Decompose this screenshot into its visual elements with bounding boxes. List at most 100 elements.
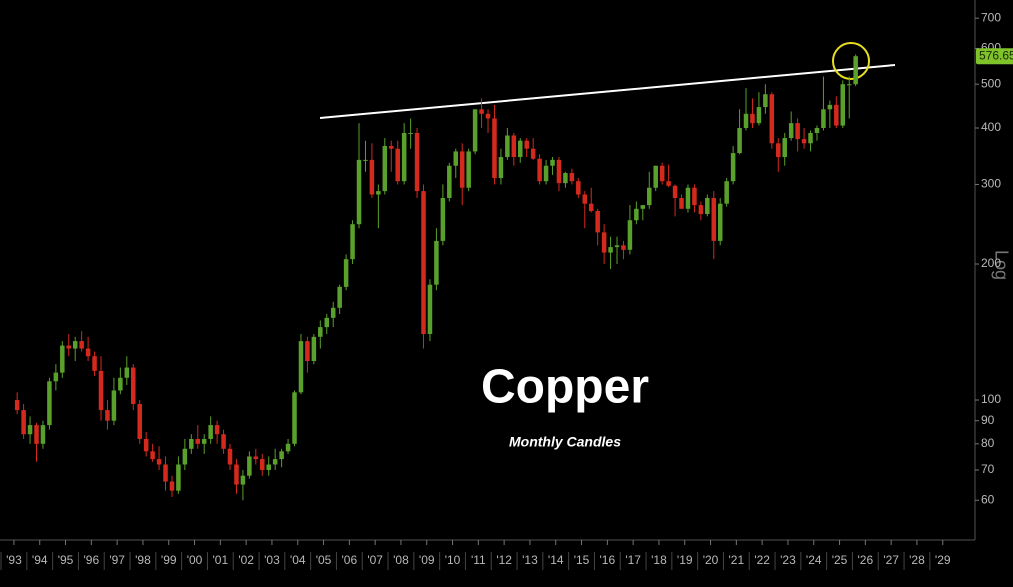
candle-body [85, 348, 91, 357]
x-tick-label: '00 [187, 553, 203, 567]
candle-body [53, 372, 59, 382]
candle-body [685, 187, 691, 209]
x-tick-label: '93 [6, 553, 22, 567]
candle-body [492, 118, 497, 179]
candle-body [189, 438, 194, 449]
x-tick-label: '24 [806, 553, 822, 567]
x-tick-label: '20 [703, 553, 719, 567]
candle-body [253, 456, 259, 460]
candle-body [788, 123, 794, 139]
candle-body [537, 158, 542, 182]
candle-body [692, 187, 697, 206]
x-tick-label: '01 [213, 553, 229, 567]
candle-body [705, 197, 710, 215]
candle-body [621, 245, 626, 250]
candle-body [47, 381, 52, 426]
candle-body [92, 356, 97, 371]
candle-body [563, 173, 568, 184]
x-tick-label: '12 [496, 553, 512, 567]
x-tick-label: '16 [600, 553, 616, 567]
candle-body [305, 341, 310, 362]
candle-body [582, 194, 588, 204]
candle-body [840, 84, 846, 126]
x-tick-label: '97 [109, 553, 125, 567]
candle-body [14, 400, 20, 411]
y-tick-label: 90 [981, 413, 995, 427]
x-tick-label: '09 [419, 553, 435, 567]
candle-body [143, 438, 149, 452]
candle-body [427, 284, 433, 335]
x-tick-label: '22 [754, 553, 770, 567]
candle-body [827, 104, 833, 110]
y-tick-label: 300 [981, 177, 1001, 191]
x-tick-label: '10 [445, 553, 461, 567]
candle-body [60, 345, 65, 373]
candle-body [853, 56, 858, 85]
candle-body [401, 132, 407, 182]
candle-body [369, 159, 375, 195]
y-tick-label: 70 [981, 462, 995, 476]
candle-body [834, 104, 839, 126]
candle-body [776, 143, 781, 158]
candle-body [640, 205, 646, 209]
candle-body [730, 153, 736, 182]
candle-body [717, 203, 723, 241]
y-tick-label: 80 [981, 436, 995, 450]
candle-body [608, 247, 613, 253]
candle-body [382, 145, 388, 192]
candle-body [647, 187, 652, 206]
last-price-box [976, 48, 1013, 65]
candle-body [627, 220, 633, 250]
candle-body [485, 113, 491, 119]
candle-body [447, 165, 452, 198]
candle-body [466, 151, 471, 188]
candle-body [518, 140, 523, 158]
candle-body [763, 94, 768, 108]
candle-body [330, 307, 336, 318]
candle-body [395, 148, 400, 182]
candle-body [272, 459, 278, 465]
candle-body [105, 410, 110, 421]
candle-body [750, 113, 755, 124]
candle-body [298, 341, 304, 393]
candle-body [201, 438, 207, 444]
candle-body [389, 145, 394, 149]
candle-body [156, 459, 162, 465]
candle-body [821, 109, 826, 129]
candle-body [724, 181, 729, 204]
candle-body [737, 128, 742, 154]
highlight-circle [832, 42, 870, 80]
candle-body [505, 135, 510, 158]
candle-body [337, 286, 342, 308]
candle-body [208, 425, 213, 439]
candle-body [195, 438, 201, 444]
candle-body [556, 159, 562, 184]
y-tick-label: 500 [981, 76, 1001, 90]
y-tick-label: 400 [981, 120, 1001, 134]
x-tick-label: '94 [32, 553, 48, 567]
y-tick-label: 700 [981, 10, 1001, 24]
trend-line [319, 64, 896, 119]
candle-body [27, 425, 33, 435]
candle-body [550, 159, 555, 166]
candle-body [21, 410, 26, 435]
candle-body [124, 367, 130, 378]
y-tick-label: 200 [981, 256, 1001, 270]
candle-body [169, 481, 175, 491]
chart-title: Copper [481, 361, 649, 414]
x-tick-label: '95 [58, 553, 74, 567]
candle-body [576, 181, 581, 195]
y-axis-label: Log [991, 250, 1011, 280]
x-tick-label: '96 [84, 553, 100, 567]
candle-body [292, 392, 297, 444]
candle-body [421, 191, 426, 335]
candle-body [34, 425, 39, 444]
y-tick-label: 60 [981, 492, 995, 506]
candle-body [363, 159, 368, 161]
candle-body [711, 197, 717, 241]
candle-body [698, 205, 704, 215]
x-tick-label: '21 [729, 553, 745, 567]
candle-body [98, 370, 104, 411]
